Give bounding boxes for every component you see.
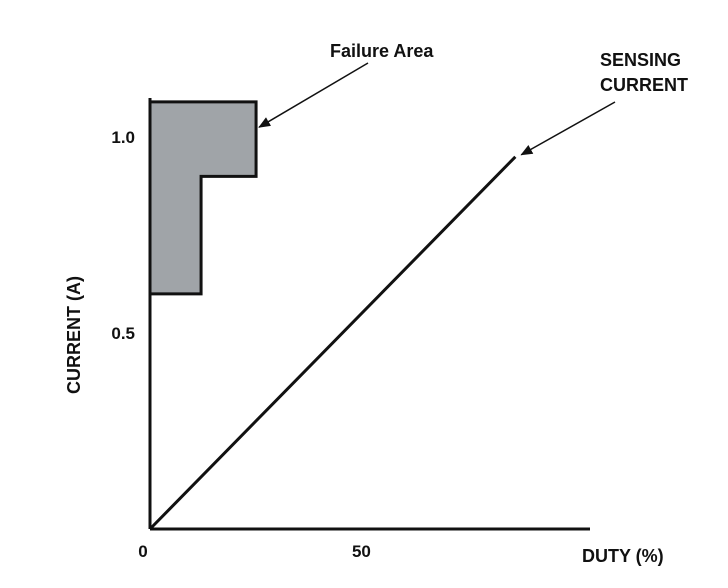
sensing-current-label-line-1: SENSING [600, 50, 681, 70]
failure-area-arrow [258, 62, 369, 128]
y-tick-label-0.5: 0.5 [111, 324, 135, 343]
y-axis-title: CURRENT (A) [64, 276, 84, 394]
y-tick-label-1.0: 1.0 [111, 128, 135, 147]
x-tick-labels: 0 50 [138, 542, 371, 561]
sensing-current-label: SENSING CURRENT [600, 50, 688, 95]
y-tick-labels: 0.5 1.0 [111, 128, 135, 343]
failure-area-label: Failure Area [330, 41, 434, 61]
x-tick-label-0: 0 [138, 542, 147, 561]
sensing-current-arrow [520, 101, 616, 156]
x-axis-title: DUTY (%) [582, 546, 664, 566]
sensing-current-line [148, 155, 517, 531]
sensing-current-label-line-2: CURRENT [600, 75, 688, 95]
x-tick-label-50: 50 [352, 542, 371, 561]
failure-area [148, 100, 258, 296]
